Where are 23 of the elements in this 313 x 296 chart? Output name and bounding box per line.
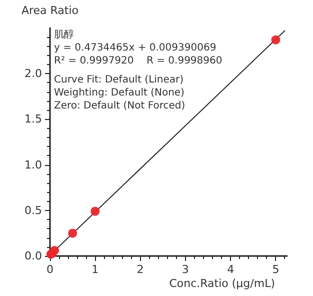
point	[271, 35, 280, 44]
x-tick-label: 5	[272, 263, 280, 276]
y-tick-label: 0.0	[24, 250, 42, 262]
annotation: R² = 0.9997920 R = 0.9998960	[54, 56, 222, 66]
y-tick-label: 0.5	[24, 204, 42, 217]
annotation: 肌醇	[54, 28, 74, 40]
point	[68, 228, 78, 238]
y-tick-label: 1.0	[24, 158, 42, 172]
x-tick-label: 4	[227, 263, 234, 276]
point	[90, 206, 100, 216]
y-tick-label: 2.0	[24, 67, 42, 80]
x-tick-label: 0	[46, 263, 54, 276]
y-tick-label: 1.5	[24, 112, 42, 126]
annotation: Weighting: Default (None)	[54, 88, 185, 98]
annotation: Curve Fit: Default (Linear)	[54, 74, 184, 86]
y-axis-title: Area Ratio	[21, 4, 79, 17]
x-tick-label: 1	[92, 263, 99, 276]
x-axis-title: Conc.Ratio (μg/mL)	[169, 277, 275, 290]
point	[50, 246, 60, 256]
annotation: Zero: Default (Not Forced)	[54, 100, 186, 112]
x-tick-label: 3	[182, 263, 189, 276]
x-tick-label: 2	[136, 263, 144, 276]
annotation: y = 0.4734465x + 0.009390069	[54, 42, 216, 54]
